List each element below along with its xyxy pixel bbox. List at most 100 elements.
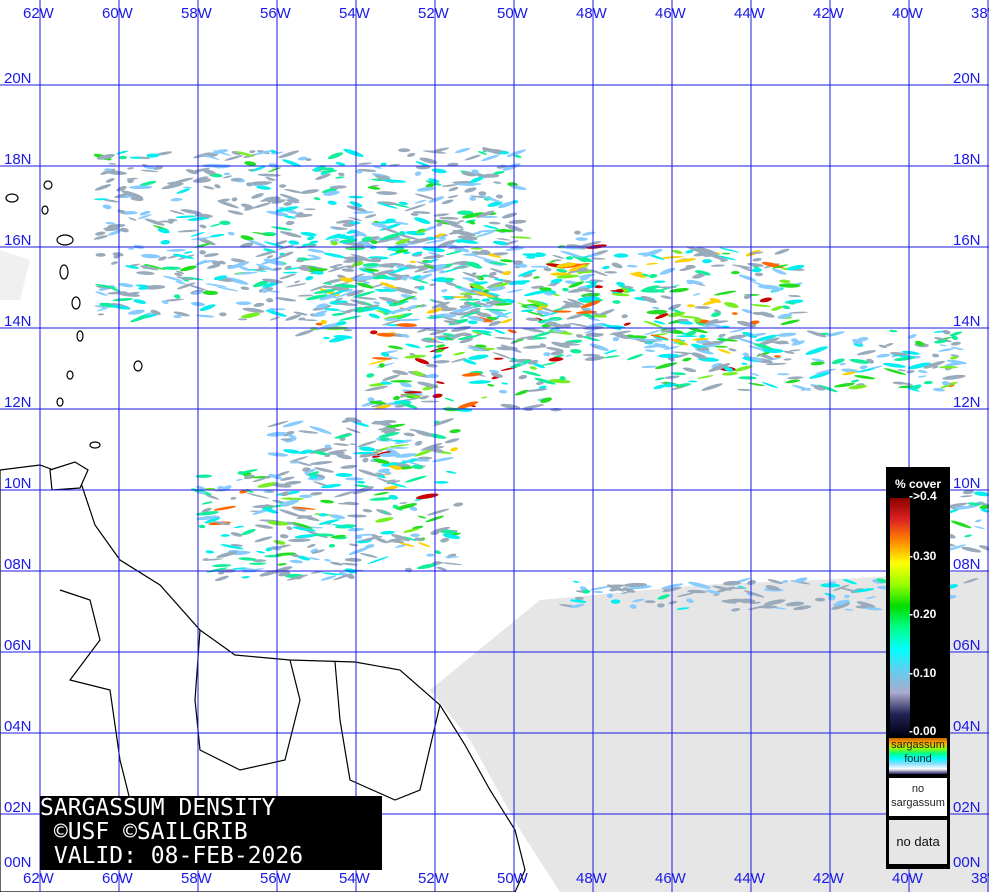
sargassum-patch [173, 314, 182, 319]
sargassum-density-field [93, 147, 989, 612]
sargassum-patch [393, 395, 400, 401]
longitude-label-bottom: 58W [181, 870, 212, 887]
sargassum-patch [202, 558, 223, 561]
sargassum-patch [431, 168, 447, 174]
sargassum-patch [964, 534, 972, 538]
sargassum-patch [93, 198, 108, 201]
sargassum-patch [266, 255, 274, 259]
sargassum-patch [944, 361, 966, 367]
sargassum-patch [237, 471, 247, 476]
sargassum-patch [298, 430, 319, 434]
sargassum-patch [104, 228, 121, 232]
sargassum-patch [650, 334, 669, 340]
sargassum-patch [864, 607, 883, 611]
sargassum-patch [357, 168, 377, 172]
sargassum-patch [606, 584, 626, 588]
sargassum-patch [371, 404, 383, 408]
sargassum-patch [712, 585, 733, 591]
sargassum-patch [496, 194, 503, 199]
sargassum-patch [771, 305, 783, 311]
sargassum-patch [506, 149, 527, 157]
sargassum-patch [294, 213, 313, 218]
sargassum-patch [345, 417, 362, 423]
sargassum-patch [492, 352, 511, 359]
sargassum-patch [945, 544, 967, 552]
sargassum-patch [434, 277, 447, 281]
sargassum-patch [453, 502, 464, 507]
sargassum-patch [443, 320, 460, 325]
sargassum-patch [487, 286, 506, 292]
sargassum-patch [403, 251, 411, 255]
sargassum-patch [320, 483, 342, 489]
sargassum-patch [380, 162, 387, 166]
sargassum-patch [264, 506, 274, 509]
sargassum-patch [917, 375, 927, 378]
sargassum-patch [705, 589, 720, 595]
sargassum-patch [275, 297, 297, 302]
sargassum-patch [752, 258, 762, 262]
sargassum-patch [464, 154, 481, 161]
sargassum-patch [591, 345, 600, 349]
sargassum-patch [275, 552, 296, 556]
sargassum-patch [502, 270, 512, 276]
sargassum-patch [749, 251, 764, 255]
sargassum-patch [621, 314, 628, 319]
sargassum-patch [403, 432, 415, 437]
sargassum-patch [144, 218, 165, 226]
sargassum-patch [297, 555, 311, 561]
sargassum-patch [428, 196, 445, 203]
sargassum-patch [488, 221, 501, 225]
sargassum-patch [668, 600, 678, 605]
sargassum-patch [773, 606, 787, 610]
sargassum-patch [300, 189, 320, 194]
sargassum-patch [262, 281, 280, 288]
sargassum-patch [618, 285, 636, 291]
sargassum-patch [321, 188, 338, 194]
sargassum-patch [525, 256, 536, 259]
sargassum-patch [471, 329, 492, 334]
sargassum-patch [183, 276, 204, 281]
sargassum-patch [578, 241, 602, 248]
sargassum-patch [367, 397, 375, 402]
sargassum-patch [392, 370, 409, 375]
sargassum-patch [156, 151, 173, 156]
sargassum-patch [381, 319, 402, 326]
latitude-label-left: 06N [4, 637, 32, 654]
sargassum-patch [389, 539, 404, 544]
longitude-label-top: 62W [23, 5, 54, 22]
sargassum-patch [310, 285, 327, 292]
sargassum-patch [309, 240, 319, 244]
sargassum-patch [424, 344, 435, 348]
sargassum-patch [508, 280, 531, 285]
sargassum-patch [955, 506, 971, 510]
sargassum-patch [849, 358, 870, 364]
sargassum-patch [331, 523, 355, 529]
sargassum-patch [467, 346, 485, 352]
sargassum-patch [541, 307, 554, 312]
sargassum-patch [288, 240, 300, 245]
sargassum-patch [323, 308, 340, 311]
sargassum-patch [247, 239, 267, 248]
sargassum-patch [568, 264, 586, 272]
sargassum-patch [180, 265, 197, 272]
sargassum-patch [962, 489, 974, 495]
sargassum-patch [427, 433, 447, 439]
sargassum-patch [677, 318, 689, 322]
sargassum-patch [923, 360, 945, 369]
sargassum-patch [751, 268, 763, 273]
longitude-label-top: 48W [576, 5, 607, 22]
sargassum-patch [738, 376, 757, 380]
sargassum-patch [371, 257, 382, 262]
sargassum-patch [294, 534, 317, 539]
sargassum-patch [146, 312, 154, 316]
sargassum-patch [785, 379, 801, 384]
sargassum-patch [526, 299, 548, 307]
longitude-label-bottom: 60W [102, 870, 133, 887]
sargassum-patch [217, 200, 240, 209]
sargassum-patch [194, 213, 213, 218]
sargassum-patch [771, 264, 789, 269]
sargassum-patch [423, 337, 433, 340]
sargassum-patch [584, 281, 599, 284]
sargassum-patch [358, 469, 380, 477]
sargassum-patch [182, 186, 193, 189]
